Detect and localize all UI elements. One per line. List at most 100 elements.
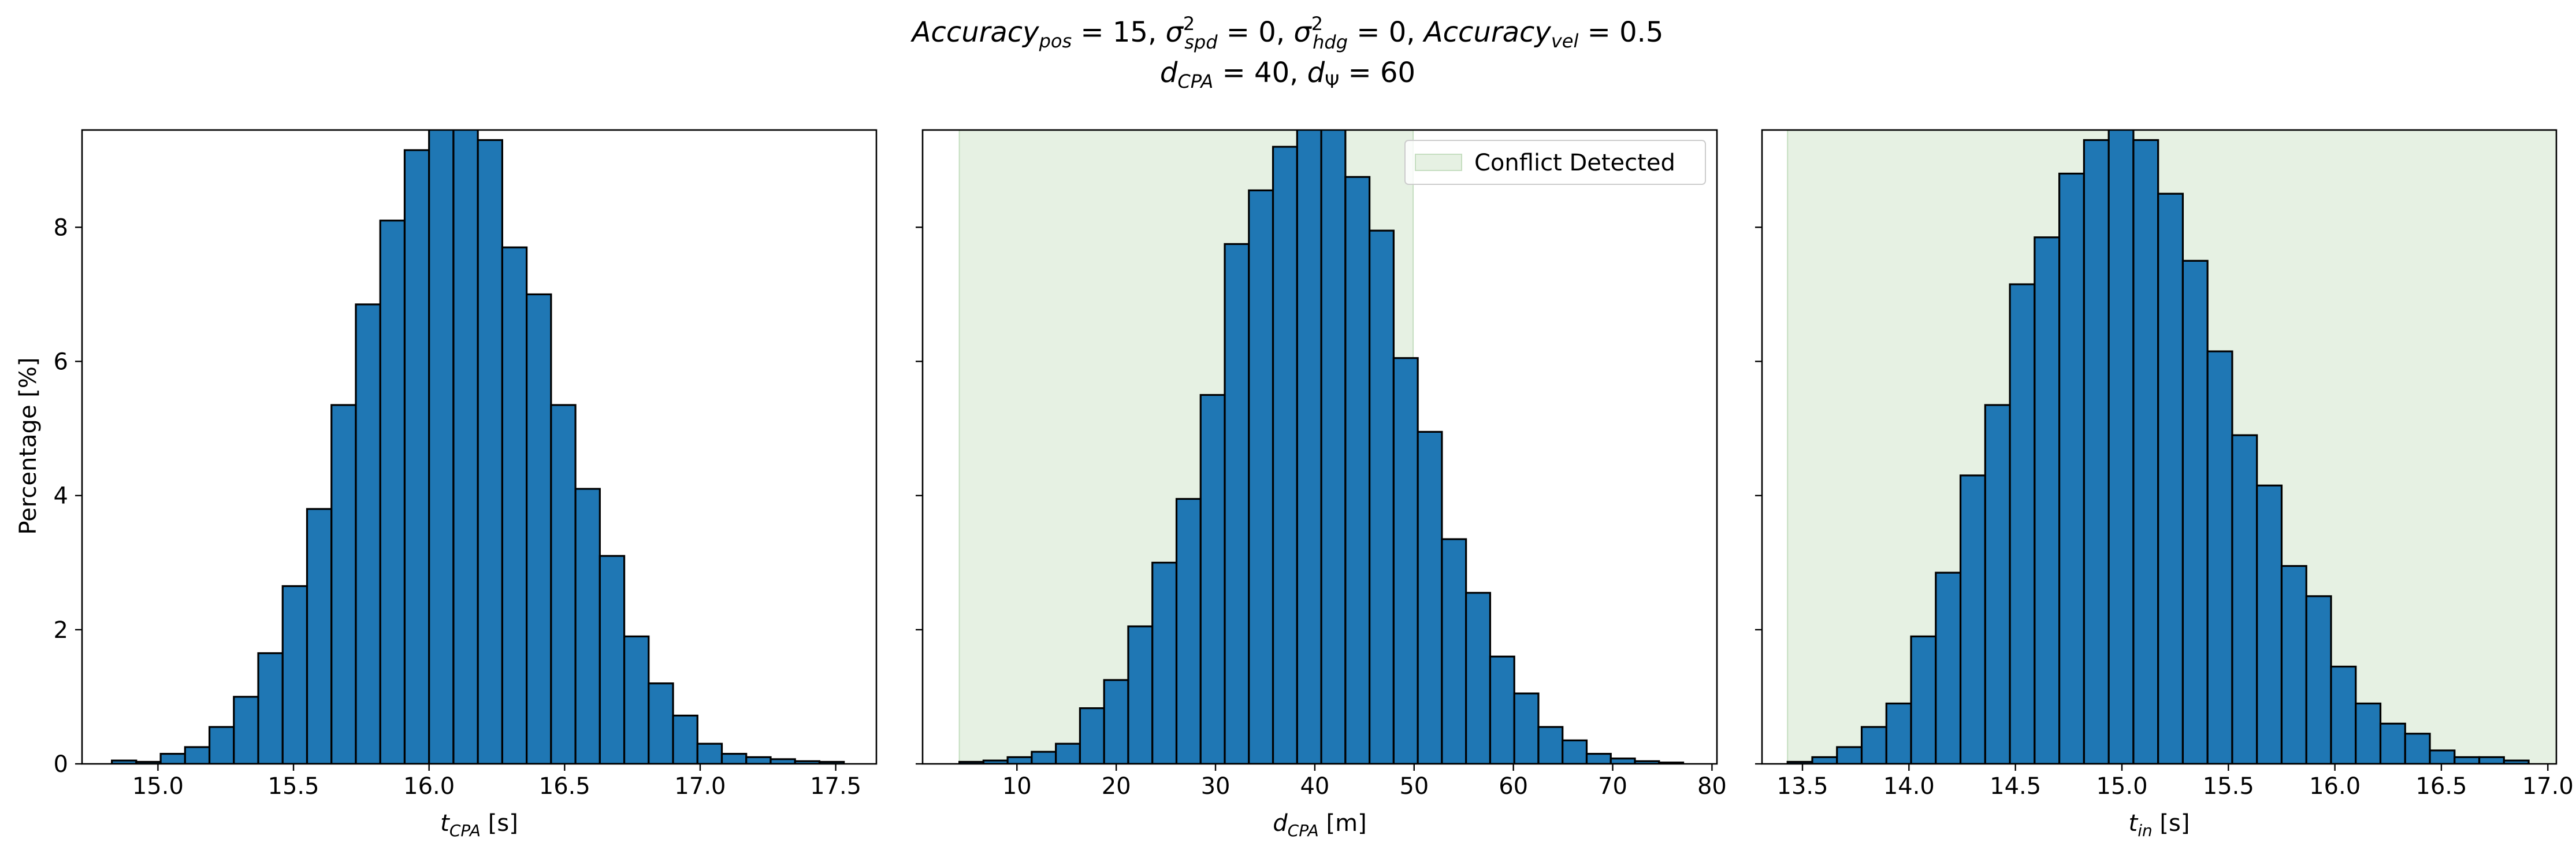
y-tick-label: 2 — [54, 617, 68, 644]
plot-area — [111, 130, 845, 764]
y-tick-label: 0 — [54, 751, 68, 778]
x-tick-label: 15.0 — [132, 773, 184, 800]
x-tick-label: 13.5 — [1777, 773, 1828, 800]
histogram-bar — [379, 220, 406, 764]
histogram-bar — [2503, 759, 2530, 764]
histogram-bar — [1344, 176, 1371, 764]
histogram-panel-2: 10 20 30 40 50 60 70 80 dCPA [m] Conflict Detecte… — [916, 129, 1727, 840]
figure-title: Accuracypos = 15, σ2 spd = 0, σ2 hdg = 0, … — [910, 13, 1664, 92]
figure-title-line1: Accuracypos = 15, σ2 spd = 0, σ2 hdg = 0, … — [910, 13, 1664, 53]
histogram-bar — [2231, 434, 2258, 764]
histogram-bar — [1860, 726, 1887, 764]
histogram-bar — [1199, 393, 1226, 764]
x-tick-label: 17.0 — [674, 773, 726, 800]
x-tick-label: 10 — [1002, 773, 1032, 800]
x-tick-label: 20 — [1102, 773, 1131, 800]
histogram-bar — [1984, 404, 2011, 764]
histogram-bar — [2009, 283, 2036, 764]
histogram-bar — [2034, 236, 2061, 764]
histogram-bar — [159, 752, 186, 764]
histogram-bar — [2132, 139, 2159, 764]
histogram-panel-3: 13.5 14.0 14.5 15.0 15.5 16.0 16.5 17.0 tin [s] — [1755, 129, 2574, 840]
histogram-bar — [208, 726, 235, 764]
histogram-bar — [550, 404, 577, 764]
histogram-bar — [1935, 571, 1962, 764]
histogram-bar — [696, 742, 723, 764]
histogram-bar — [257, 652, 284, 764]
histogram-bar — [2280, 565, 2307, 764]
histogram-bar — [1248, 189, 1274, 764]
histogram-bar — [184, 746, 211, 764]
x-tick-label: 70 — [1598, 773, 1627, 800]
histogram-bar — [501, 246, 528, 764]
plot-area — [1786, 130, 2556, 764]
histogram-bar — [233, 696, 259, 764]
x-tick-label: 17.5 — [810, 773, 861, 800]
histogram-bar — [1836, 746, 1863, 764]
histogram-bar — [403, 149, 430, 764]
x-tick-label: 17.0 — [2522, 773, 2574, 800]
x-axis-label: dCPA [m] — [1273, 810, 1366, 840]
histogram-bar — [2379, 722, 2406, 764]
histogram-bar — [1585, 752, 1612, 764]
x-tick-label: 16.5 — [539, 773, 590, 800]
y-tick-label: 4 — [54, 483, 68, 510]
histogram-bar — [2157, 192, 2184, 764]
x-tick-label: 40 — [1300, 773, 1329, 800]
x-tick-label: 15.5 — [268, 773, 319, 800]
histogram-bar — [1079, 707, 1105, 764]
histogram-bar — [1392, 357, 1419, 764]
x-tick-label: 14.0 — [1883, 773, 1935, 800]
x-tick-label: 60 — [1499, 773, 1528, 800]
figure-title-line2: dCPA = 40, dΨ = 60 — [1160, 57, 1415, 92]
histogram-bar — [452, 130, 479, 764]
x-tick-label: 50 — [1399, 773, 1429, 800]
histogram-bar — [574, 488, 601, 764]
legend-swatch — [1415, 154, 1462, 171]
axes-frame — [81, 129, 878, 765]
legend-label: Conflict Detected — [1474, 150, 1675, 176]
x-tick-label: 16.5 — [2415, 773, 2467, 800]
histogram-bar — [428, 130, 455, 764]
histogram-bar — [1811, 756, 1838, 764]
y-tick-label: 6 — [54, 348, 68, 375]
histogram-bar — [2429, 749, 2456, 764]
histogram-bar — [1537, 726, 1564, 764]
histogram-bar — [1959, 474, 1986, 764]
histogram-bar — [1006, 756, 1033, 764]
histogram-bar — [2454, 756, 2481, 764]
histogram-panel-1: 15.0 15.5 16.0 16.5 17.0 17.5 0 2 4 6 8 tCPA [s] — [54, 129, 878, 840]
histogram-bar — [1320, 130, 1347, 764]
x-tick-label: 15.0 — [2096, 773, 2147, 800]
histogram-bar — [1562, 739, 1588, 764]
histogram-bar — [2107, 130, 2135, 764]
histogram-bar — [672, 714, 698, 764]
legend: Conflict Detected — [1404, 140, 1706, 185]
histogram-bar — [1489, 655, 1515, 764]
axes-frame — [1761, 129, 2558, 765]
x-tick-label: 16.0 — [2309, 773, 2361, 800]
histogram-bar — [745, 756, 772, 764]
x-tick-label: 16.0 — [403, 773, 455, 800]
x-tick-label: 15.5 — [2203, 773, 2254, 800]
histogram-bar — [648, 682, 674, 764]
plot-area — [958, 130, 1685, 764]
histogram-bar — [355, 303, 381, 764]
histogram-bar — [2256, 484, 2283, 764]
histogram-bar — [1103, 679, 1129, 764]
histogram-bar — [1417, 430, 1443, 764]
histogram-bar — [477, 139, 503, 764]
histogram-bar — [1272, 146, 1298, 764]
legend-box — [1404, 140, 1706, 185]
histogram-bar — [1055, 742, 1081, 764]
histogram-bar — [2181, 259, 2209, 764]
histogram-bar — [1513, 692, 1540, 764]
histogram-bar — [1127, 625, 1154, 764]
histogram-bar — [720, 752, 748, 764]
axes-frame — [921, 129, 1718, 765]
histogram-bar — [1031, 751, 1057, 764]
histogram-bar — [2478, 756, 2505, 764]
histogram-bar — [1465, 592, 1492, 764]
histogram-bar — [306, 508, 333, 764]
